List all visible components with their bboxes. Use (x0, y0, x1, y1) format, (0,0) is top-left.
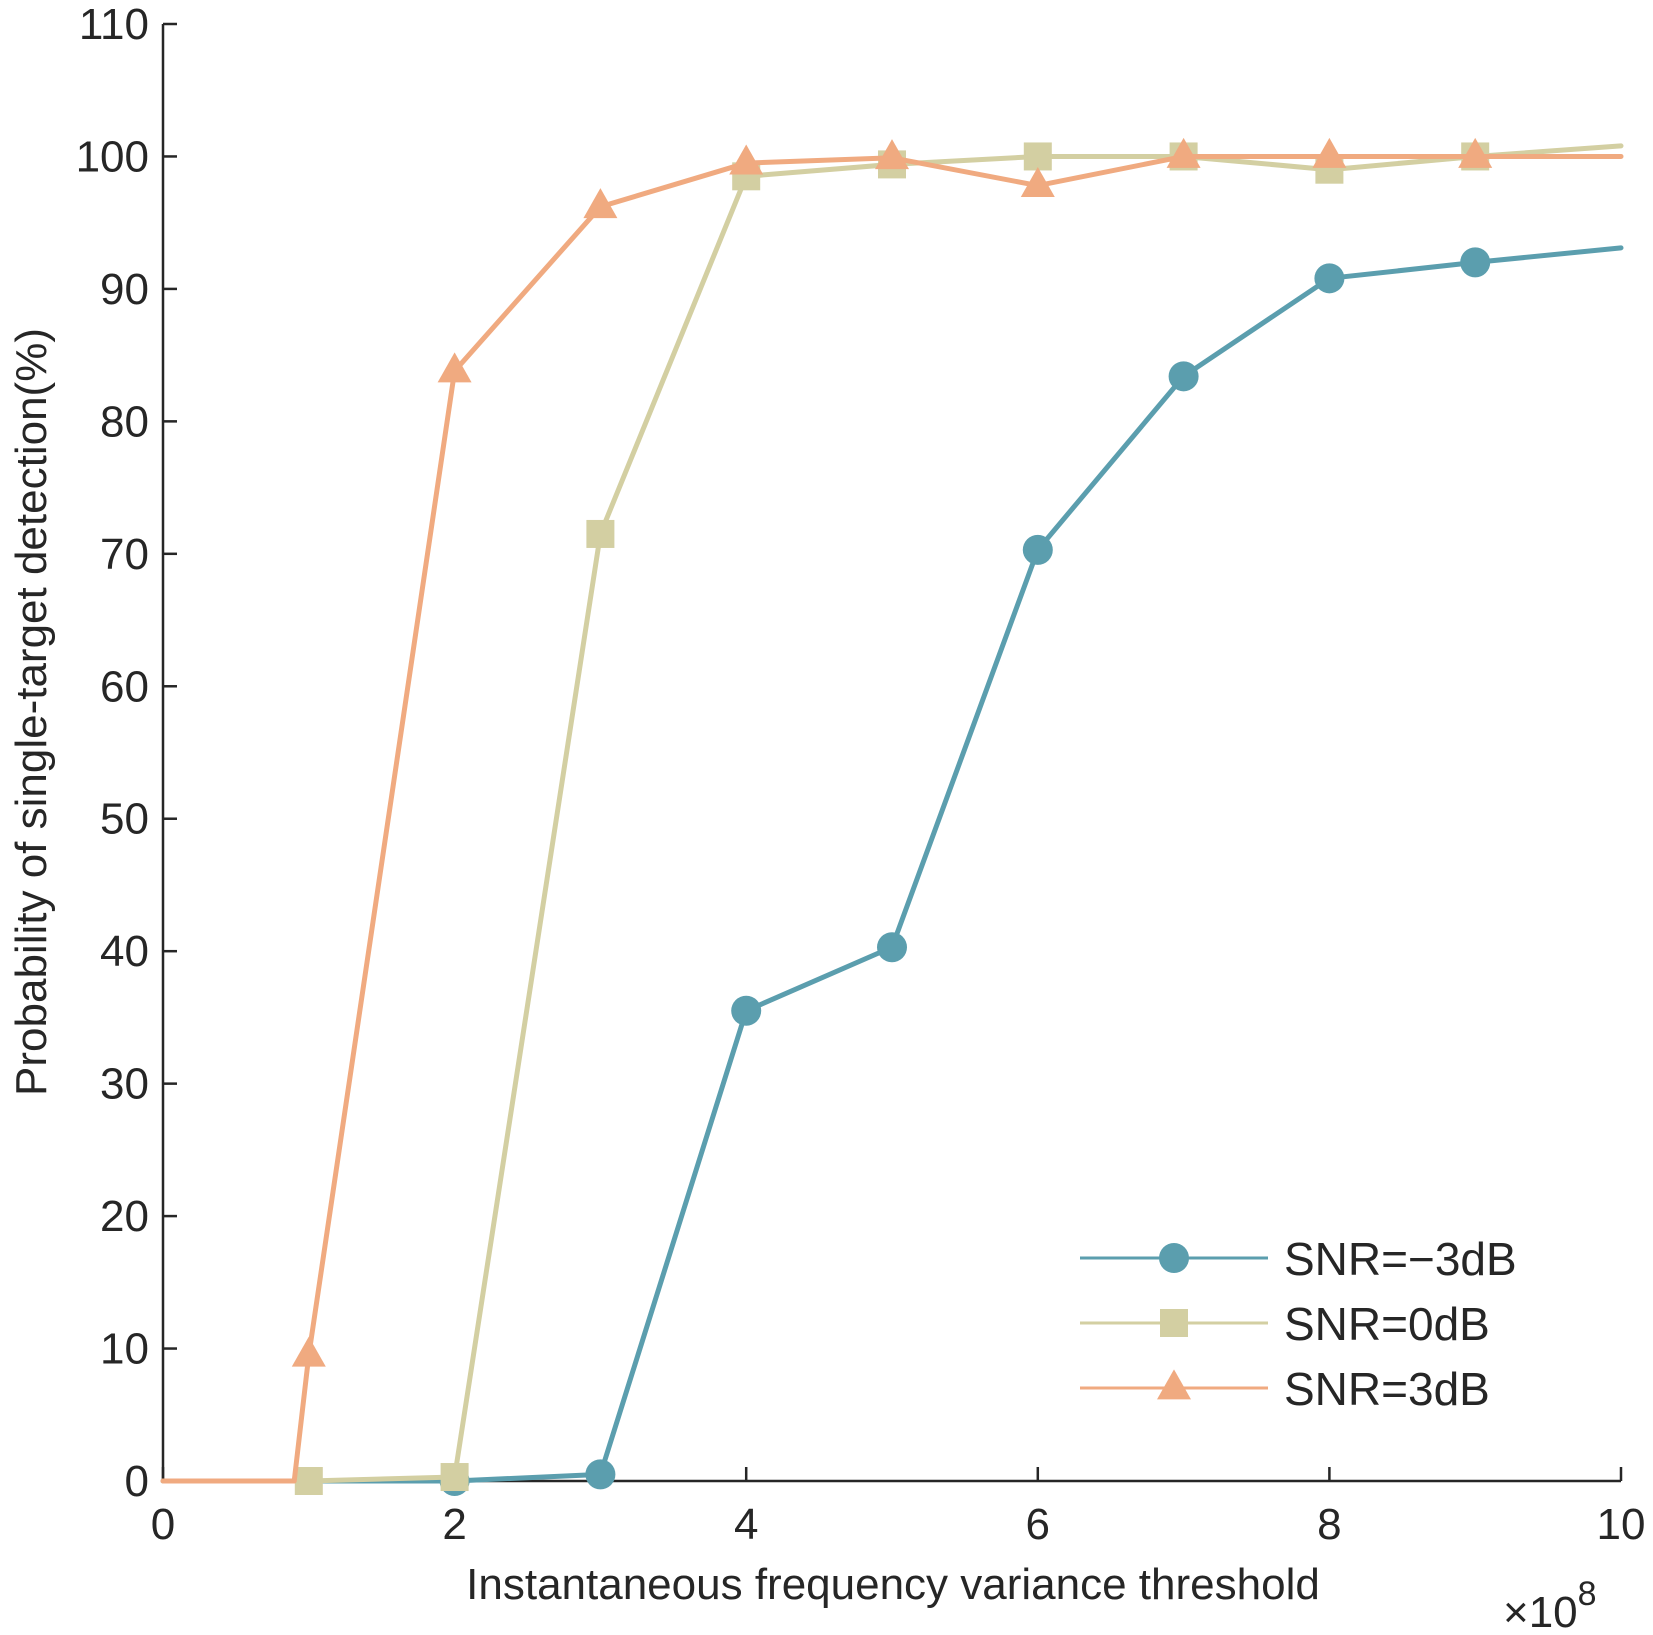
legend-marker (1159, 1243, 1189, 1273)
series-1 (160, 142, 1624, 1495)
legend-marker (1157, 1369, 1191, 1400)
data-point (586, 519, 615, 548)
data-point (1314, 263, 1345, 294)
y-tick-label: 20 (100, 1192, 149, 1241)
y-axis-label: Probability of single-target detection(%… (7, 328, 56, 1096)
data-point (1460, 247, 1491, 278)
x-tick-label: 6 (1026, 1500, 1050, 1549)
y-tick-label: 80 (100, 397, 149, 446)
data-point (1020, 166, 1055, 197)
y-tick-label: 70 (100, 530, 149, 579)
data-point (1023, 142, 1052, 171)
legend-marker (1160, 1309, 1188, 1337)
y-tick-label: 0 (125, 1457, 149, 1506)
x-tick-label: 0 (151, 1500, 175, 1549)
data-point (729, 144, 764, 175)
y-tick-label: 30 (100, 1060, 149, 1109)
x-tick-label: 2 (442, 1500, 466, 1549)
series-0 (160, 245, 1624, 1496)
y-tick-label: 110 (79, 0, 149, 49)
data-point (1312, 137, 1347, 168)
data-point (1166, 137, 1201, 168)
y-tick-label: 40 (100, 927, 149, 976)
data-point (875, 139, 909, 170)
x-axis-multiplier-exponent: 8 (1578, 1575, 1597, 1613)
data-point (585, 1459, 616, 1490)
series-layer (160, 137, 1624, 1496)
data-point (1458, 137, 1493, 168)
data-point (583, 188, 618, 219)
data-point (291, 1336, 326, 1367)
x-axis-multiplier: ×108 (1503, 1575, 1597, 1635)
y-tick-label: 90 (100, 265, 149, 314)
x-tick-label: 10 (1597, 1500, 1646, 1549)
data-point (294, 1467, 323, 1495)
x-axis-label: Instantaneous frequency variance thresho… (466, 1560, 1320, 1609)
x-axis-multiplier-base: ×10 (1503, 1588, 1578, 1635)
x-tick-label: 8 (1317, 1500, 1341, 1549)
series-2 (160, 137, 1624, 1484)
y-tick-label: 100 (76, 132, 149, 181)
legend-label: SNR=3dB (1284, 1363, 1490, 1415)
y-tick-label: 50 (100, 795, 149, 844)
series-line (160, 153, 1624, 1484)
legend-label: SNR=0dB (1284, 1298, 1490, 1350)
y-tick-label: 60 (100, 662, 149, 711)
data-point (1168, 361, 1199, 392)
data-point (437, 352, 472, 383)
legend: SNR=−3dB SNR=0dB SNR=3dB (1080, 1233, 1517, 1415)
legend-label: SNR=−3dB (1284, 1233, 1517, 1285)
data-point (731, 995, 762, 1026)
data-point (440, 1463, 469, 1492)
x-tick-label: 4 (734, 1500, 758, 1549)
data-point (1022, 534, 1053, 565)
data-point (877, 932, 907, 963)
y-tick-label: 10 (100, 1325, 149, 1374)
